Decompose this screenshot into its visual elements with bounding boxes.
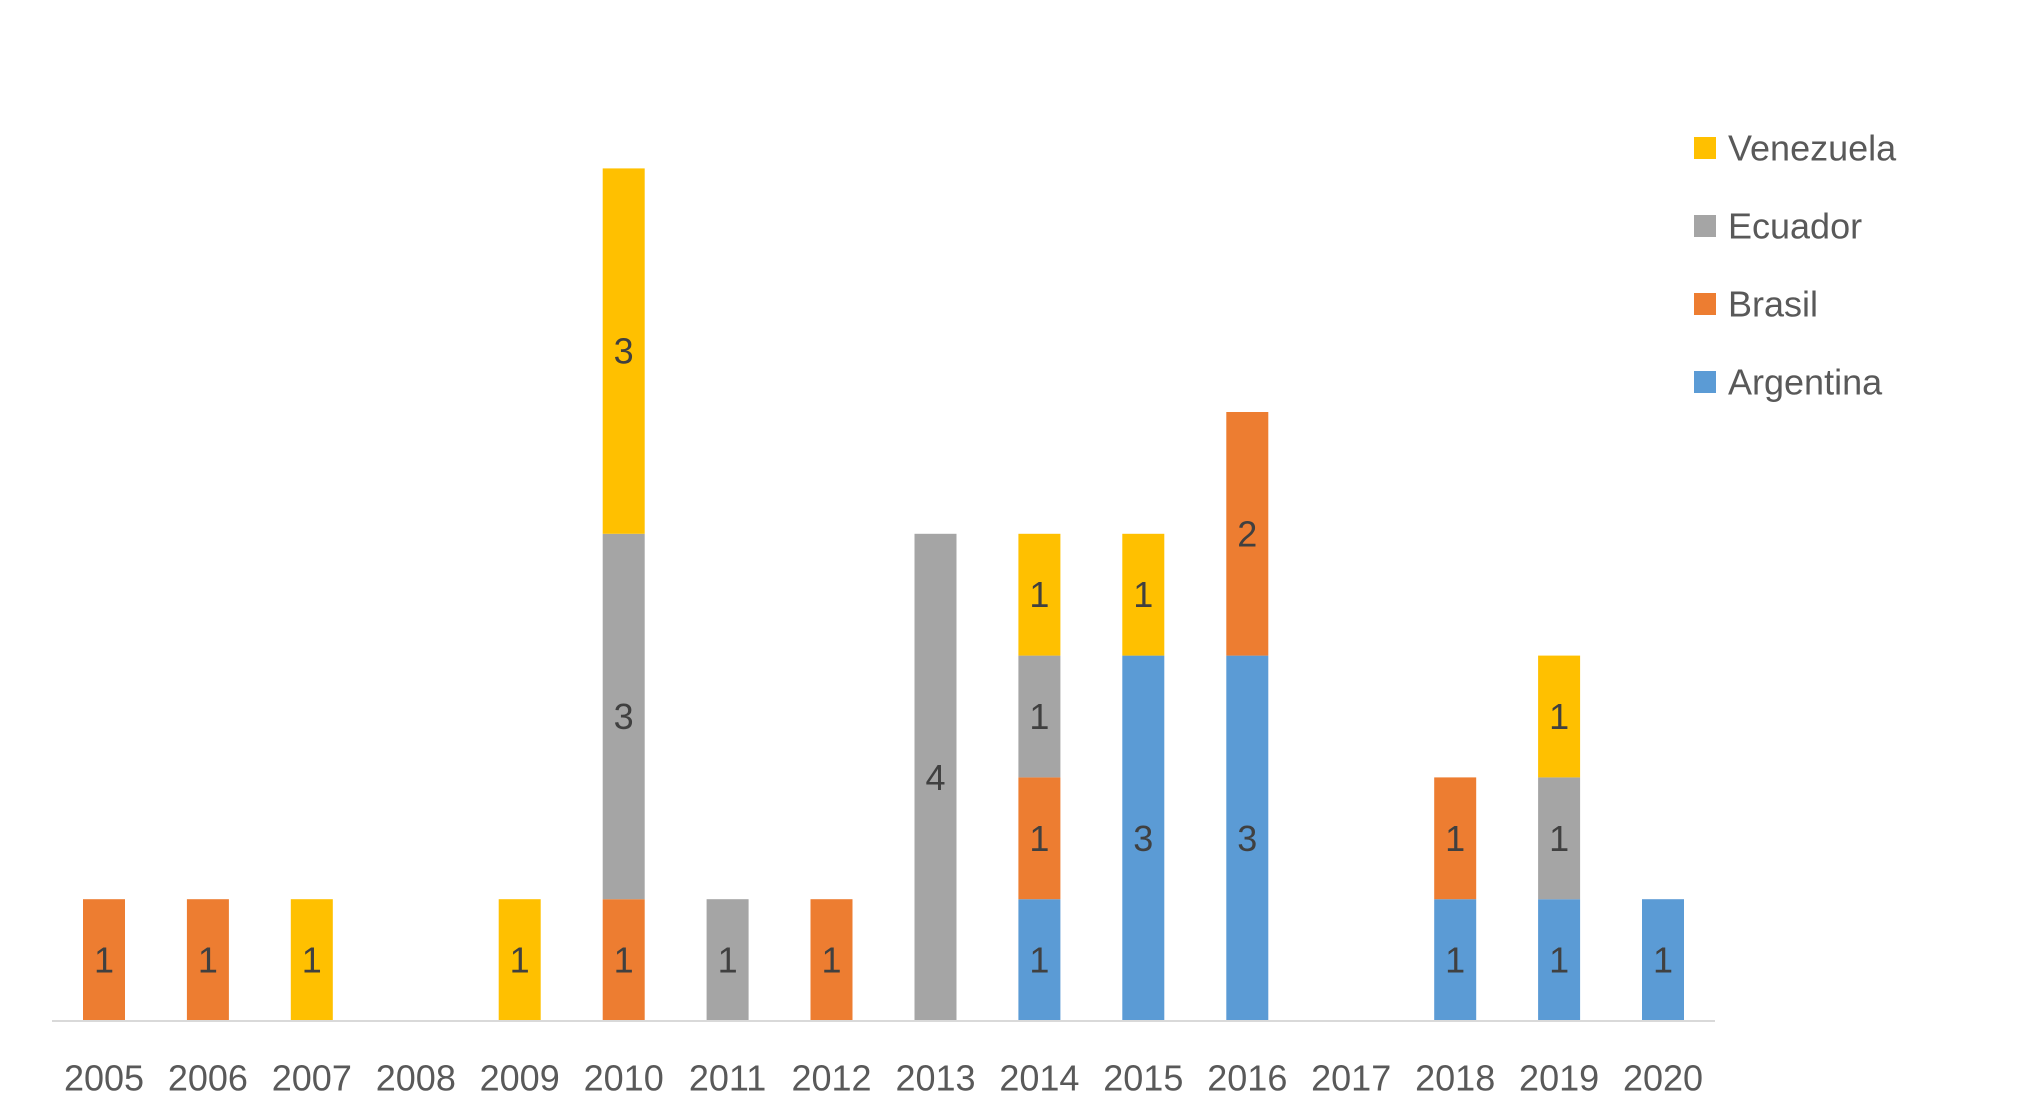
bar-argentina-2016 [1226, 655, 1269, 1021]
bar-venezuela-2019 [1538, 655, 1581, 778]
data-label-venezuela-2009: 1 [510, 940, 530, 981]
x-tick-label: 2012 [791, 1058, 871, 1099]
data-label-argentina-2016: 3 [1237, 818, 1257, 859]
data-label-argentina-2020: 1 [1653, 940, 1673, 981]
data-label-argentina-2015: 3 [1133, 818, 1153, 859]
bar-brasil-2006 [186, 899, 229, 1021]
data-label-brasil-2016: 2 [1237, 513, 1257, 554]
x-tick-label: 2009 [480, 1058, 560, 1099]
data-label-venezuela-2010: 3 [614, 331, 634, 372]
data-label-venezuela-2019: 1 [1549, 696, 1569, 737]
bar-venezuela-2014 [1018, 533, 1061, 656]
x-tick-label: 2019 [1519, 1058, 1599, 1099]
legend-swatch-venezuela [1694, 137, 1716, 159]
legend-swatch-brasil [1694, 293, 1716, 315]
data-label-ecuador-2011: 1 [718, 940, 738, 981]
data-label-brasil-2010: 1 [614, 940, 634, 981]
data-label-ecuador-2013: 4 [925, 757, 945, 798]
data-label-ecuador-2010: 3 [614, 696, 634, 737]
bar-ecuador-2014 [1018, 655, 1061, 778]
data-label-brasil-2018: 1 [1445, 818, 1465, 859]
bar-argentina-2015 [1122, 655, 1165, 1021]
x-tick-labels: 2005 2006 2007 2008 2009 2010 2011 2012 2013 2014… [64, 1058, 1703, 1099]
bar-argentina-2019 [1538, 899, 1581, 1021]
x-tick-label: 2014 [999, 1058, 1079, 1099]
data-label-argentina-2018: 1 [1445, 940, 1465, 981]
legend-swatch-ecuador [1694, 215, 1716, 237]
bar-ecuador-2011 [706, 899, 749, 1021]
x-tick-label: 2010 [584, 1058, 664, 1099]
data-label-venezuela-2007: 1 [302, 940, 322, 981]
bar-argentina-2014 [1018, 899, 1061, 1021]
x-tick-label: 2006 [168, 1058, 248, 1099]
bar-brasil-2010 [602, 899, 645, 1021]
data-label-brasil-2006: 1 [198, 940, 218, 981]
x-tick-label: 2015 [1103, 1058, 1183, 1099]
bar-brasil-2018 [1434, 777, 1477, 900]
bar-venezuela-2007 [290, 899, 333, 1021]
data-label-ecuador-2019: 1 [1549, 818, 1569, 859]
data-label-brasil-2005: 1 [94, 940, 114, 981]
legend-label-venezuela: Venezuela [1728, 128, 1897, 169]
legend-label-argentina: Argentina [1728, 362, 1883, 403]
bars-layer: 1 1 1 1 1 3 3 1 1 4 1 1 1 1 3 1 3 2 1 1 1 1 1 1 [83, 168, 1684, 1021]
bar-ecuador-2013 [914, 533, 957, 1021]
bar-venezuela-2009 [498, 899, 541, 1021]
bar-ecuador-2019 [1538, 777, 1581, 900]
data-label-ecuador-2014: 1 [1029, 696, 1049, 737]
data-label-venezuela-2014: 1 [1029, 574, 1049, 615]
bar-brasil-2016 [1226, 412, 1269, 656]
bar-ecuador-2010 [602, 533, 645, 900]
x-tick-label: 2007 [272, 1058, 352, 1099]
data-label-argentina-2019: 1 [1549, 940, 1569, 981]
x-tick-label: 2018 [1415, 1058, 1495, 1099]
bar-venezuela-2015 [1122, 533, 1165, 656]
data-label-brasil-2012: 1 [821, 940, 841, 981]
x-tick-label: 2016 [1207, 1058, 1287, 1099]
x-tick-label: 2011 [689, 1058, 766, 1099]
data-label-venezuela-2015: 1 [1133, 574, 1153, 615]
bar-brasil-2005 [83, 899, 125, 1021]
x-tick-label: 2013 [895, 1058, 975, 1099]
bar-venezuela-2010 [602, 168, 645, 534]
data-label-argentina-2014: 1 [1029, 940, 1049, 981]
x-tick-label: 2005 [64, 1058, 144, 1099]
legend-swatch-argentina [1694, 371, 1716, 393]
bar-argentina-2020 [1642, 899, 1684, 1021]
x-tick-label: 2020 [1623, 1058, 1703, 1099]
x-tick-label: 2008 [376, 1058, 456, 1099]
bar-brasil-2012 [810, 899, 853, 1021]
x-tick-label: 2017 [1311, 1058, 1391, 1099]
legend-label-ecuador: Ecuador [1728, 206, 1862, 247]
data-label-brasil-2014: 1 [1029, 818, 1049, 859]
legend: Venezuela Ecuador Brasil Argentina [1694, 128, 1897, 403]
bar-brasil-2014 [1018, 777, 1061, 900]
bar-argentina-2018 [1434, 899, 1477, 1021]
legend-label-brasil: Brasil [1728, 284, 1818, 325]
